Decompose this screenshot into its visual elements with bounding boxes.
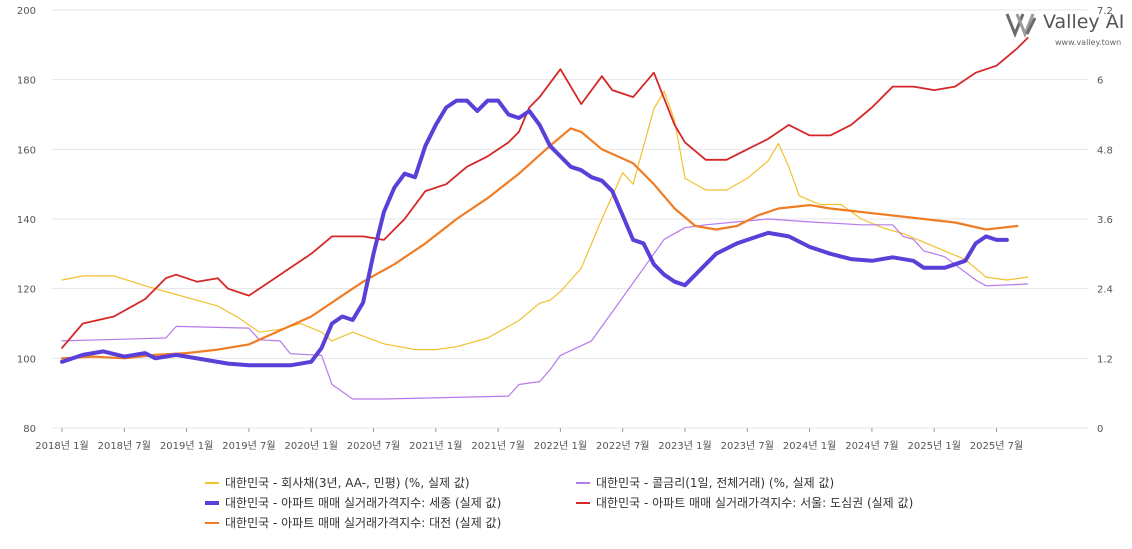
legend-item-call_rate[interactable]: 대한민국 - 콜금리(1일, 전체거래) (%, 실제 값) [576,474,834,491]
legend-label: 대한민국 - 회사채(3년, AA-, 민평) (%, 실제 값) [225,476,470,490]
legend-label: 대한민국 - 콜금리(1일, 전체거래) (%, 실제 값) [596,476,835,490]
x-axis: 2018년 1월 2018년 7월 2019년 1월 2019년 7월 2020년 1월… [35,428,1023,452]
x-tick-label: 2019년 7월 [222,440,275,452]
legend-label: 대한민국 - 아파트 매매 실거래가격지수: 대전 (실제 값) [225,516,502,530]
x-tick-label: 2018년 7월 [98,440,151,452]
legend-swatch [205,481,219,484]
series-line-daejeon [60,127,1019,360]
y-right-tick-label: 1.2 [1097,354,1113,365]
y-right-tick-label: 0 [1097,424,1103,435]
y-right-tick-label: 3.6 [1097,215,1113,226]
x-tick-label: 2021년 7월 [471,440,524,452]
legend-item-sejong[interactable]: 대한민국 - 아파트 매매 실거래가격지수: 세종 (실제 값) [205,494,501,511]
x-tick-label: 2024년 7월 [845,440,898,452]
x-tick-label: 2021년 1월 [409,440,462,452]
legend-swatch [576,501,590,504]
x-tick-label: 2020년 7월 [347,440,400,452]
valley-logo-icon [1005,13,1037,39]
x-tick-label: 2018년 1월 [35,440,88,452]
y-axis-right: 0 1.2 2.4 3.6 4.8 6 7.2 [1097,6,1113,435]
gridlines [52,9,1089,429]
x-tick-label: 2025년 7월 [970,440,1023,452]
legend-swatch [205,500,219,505]
x-tick-label: 2025년 1월 [908,440,961,452]
series-line-call_rate [61,218,1029,400]
x-tick-label: 2023년 7월 [721,440,774,452]
y-right-tick-label: 6 [1097,76,1103,87]
valley-ai-logo: Valley AI www.valley.town [1005,8,1125,52]
legend-swatch [576,481,590,484]
series-lines [60,37,1029,400]
series-line-sejong [60,98,1009,368]
legend-item-daejeon[interactable]: 대한민국 - 아파트 매매 실거래가격지수: 대전 (실제 값) [205,514,501,531]
y-right-tick-label: 4.8 [1097,145,1113,156]
y-left-tick-label: 180 [17,76,36,87]
y-left-tick-label: 120 [17,285,36,296]
legend-label: 대한민국 - 아파트 매매 실거래가격지수: 세종 (실제 값) [225,496,502,510]
y-left-tick-label: 140 [17,215,36,226]
x-tick-label: 2020년 1월 [285,440,338,452]
y-right-tick-label: 7.2 [1097,6,1113,17]
x-tick-label: 2023년 1월 [658,440,711,452]
legend-item-seoul_core[interactable]: 대한민국 - 아파트 매매 실거래가격지수: 서울: 도심권 (실제 값) [576,494,913,511]
x-tick-label: 2022년 1월 [534,440,587,452]
y-axis-left: 80 100 120 140 160 180 200 [17,6,36,435]
line-chart: 80 100 120 140 160 180 200 0 1.2 2.4 3.6 4.8 6 7.2 2… [17,6,1113,452]
legend-swatch [205,521,219,524]
legend-item-corp_bond[interactable]: 대한민국 - 회사채(3년, AA-, 민평) (%, 실제 값) [205,474,470,491]
y-right-tick-label: 2.4 [1097,285,1113,296]
x-tick-label: 2019년 1월 [160,440,213,452]
legend-label: 대한민국 - 아파트 매매 실거래가격지수: 서울: 도심권 (실제 값) [596,496,914,510]
y-left-tick-label: 80 [23,424,36,435]
x-tick-label: 2022년 7월 [596,440,649,452]
series-line-corp_bond [61,90,1029,351]
legend: 대한민국 - 회사채(3년, AA-, 민평) (%, 실제 값) 대한민국 - … [0,470,1132,540]
series-line-seoul_core [61,37,1029,349]
brand-name: Valley AI [1043,11,1125,33]
y-left-tick-label: 160 [17,145,36,156]
brand-url: www.valley.town [1055,38,1122,47]
x-tick-label: 2024년 1월 [783,440,836,452]
y-left-tick-label: 200 [17,6,36,17]
y-left-tick-label: 100 [17,354,36,365]
